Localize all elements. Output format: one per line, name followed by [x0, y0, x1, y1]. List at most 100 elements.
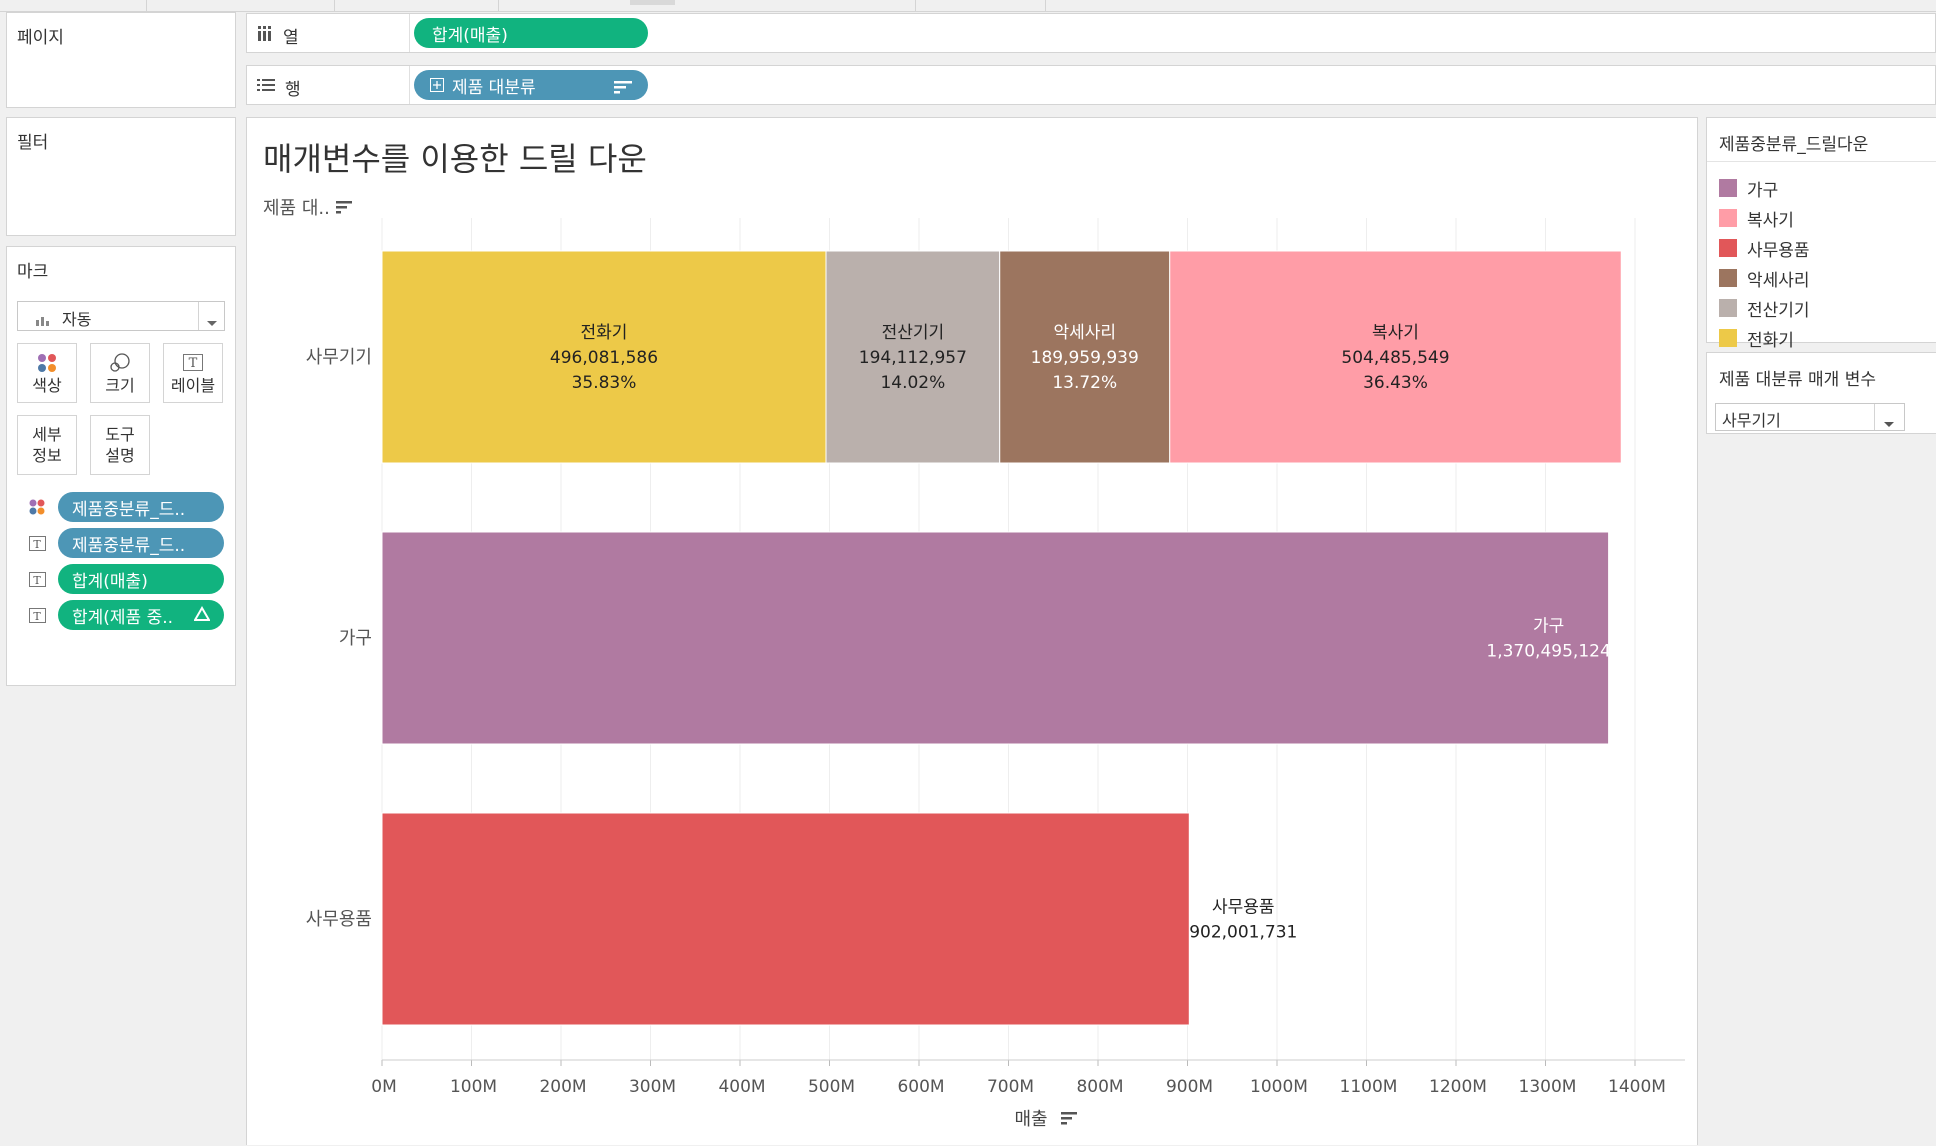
- mark-pill-row: T 제품중분류_드..: [27, 528, 224, 558]
- text-label-icon: T: [27, 569, 47, 589]
- bar-segment: [381, 250, 827, 464]
- sort-desc-icon: [1061, 1117, 1072, 1120]
- legend-label: 사무용품: [1747, 240, 1810, 261]
- legend-item[interactable]: 가구: [1719, 176, 1779, 201]
- x-tick-label: 0M: [371, 1077, 396, 1097]
- legend-swatch: [1719, 239, 1737, 257]
- row-header[interactable]: 제품 대..: [263, 194, 352, 220]
- expand-plus-icon[interactable]: [430, 78, 444, 92]
- legend-swatch: [1719, 209, 1737, 227]
- label-button[interactable]: T 레이블: [163, 343, 223, 403]
- sheet-title: 매개변수를 이용한 드릴 다운: [263, 140, 647, 178]
- rows-shelf[interactable]: 행 제품 대분류: [246, 65, 1936, 105]
- shelf-divider: [409, 14, 410, 52]
- pages-panel[interactable]: 페이지: [6, 12, 236, 108]
- mark-pill-row: T 합계(제품 중..: [27, 600, 224, 630]
- x-tick-label: 1200M: [1429, 1077, 1487, 1097]
- mark-pill-sum-sales[interactable]: 합계(매출): [58, 564, 224, 594]
- x-tick-label: 1100M: [1340, 1077, 1398, 1097]
- columns-shelf[interactable]: 열 합계(매출): [246, 13, 1936, 53]
- legend-label: 전산기기: [1747, 300, 1810, 321]
- size-button[interactable]: 크기: [90, 343, 150, 403]
- mark-type-value: 자동: [62, 310, 92, 329]
- bar-segment: [1169, 250, 1622, 464]
- top-strip-divider: [334, 0, 335, 11]
- bar-data-label: 사무용품: [1212, 898, 1275, 918]
- legend-item[interactable]: 전산기기: [1719, 296, 1810, 321]
- chevron-down-icon[interactable]: [206, 313, 218, 332]
- bar-data-label: 13.72%: [1052, 373, 1117, 393]
- rows-shelf-text: 행: [285, 80, 301, 100]
- text-label-icon: T: [27, 533, 47, 553]
- legend-label: 가구: [1747, 180, 1779, 201]
- tooltip-button[interactable]: 도구 설명: [90, 415, 150, 475]
- x-tick-label: 100M: [450, 1077, 497, 1097]
- color-dots-icon: [27, 497, 47, 517]
- mark-pill-sum-percent[interactable]: 합계(제품 중..: [58, 600, 224, 630]
- legend-swatch: [1719, 269, 1737, 287]
- x-tick-label: 300M: [629, 1077, 676, 1097]
- top-strip: [0, 0, 1936, 12]
- pages-panel-title: 페이지: [17, 28, 64, 48]
- parameter-value: 사무기기: [1722, 411, 1781, 430]
- color-dots-icon: [36, 351, 58, 375]
- row-header-label: 제품 대..: [263, 198, 330, 219]
- label-button-label: 레이블: [170, 375, 216, 395]
- x-axis-title: 매출: [1014, 1109, 1047, 1130]
- bar-data-label: 36.43%: [1363, 373, 1428, 393]
- legend-title: 제품중분류_드릴다운: [1719, 135, 1869, 155]
- sort-desc-icon[interactable]: [614, 79, 632, 99]
- x-tick-label: 1400M: [1608, 1077, 1666, 1097]
- rows-pill-category[interactable]: 제품 대분류: [414, 70, 648, 100]
- bar-data-label: 504,485,549: [1341, 348, 1449, 368]
- detail-button-label: 세부 정보: [32, 425, 62, 465]
- x-tick-label: 1000M: [1250, 1077, 1308, 1097]
- bar-segment: [381, 812, 1190, 1026]
- top-strip-divider: [498, 0, 499, 11]
- top-strip-divider: [915, 0, 916, 11]
- filters-panel[interactable]: 필터: [6, 117, 236, 236]
- columns-shelf-text: 열: [283, 28, 299, 48]
- columns-pill-sum-sales[interactable]: 합계(매출): [414, 18, 648, 48]
- legend-item[interactable]: 악세사리: [1719, 266, 1810, 291]
- marks-panel-title: 마크: [17, 262, 49, 282]
- legend-item[interactable]: 복사기: [1719, 206, 1794, 231]
- columns-shelf-label: 열: [257, 23, 299, 48]
- legend-title-divider: [1707, 161, 1936, 162]
- color-button[interactable]: 색상: [17, 343, 77, 403]
- mark-pill-sum-percent-label: 합계(제품 중..: [72, 607, 174, 628]
- text-label-icon: T: [183, 351, 203, 375]
- bar-data-label: 194,112,957: [859, 348, 967, 368]
- bar-data-label: 전산기기: [882, 323, 945, 343]
- x-tick-label: 700M: [987, 1077, 1034, 1097]
- detail-button[interactable]: 세부 정보: [17, 415, 77, 475]
- legend-item[interactable]: 사무용품: [1719, 236, 1810, 261]
- legend-swatch: [1719, 179, 1737, 197]
- parameter-title: 제품 대분류 매개 변수: [1719, 370, 1876, 390]
- bar-data-label: 902,001,731: [1189, 923, 1297, 943]
- row-category-label: 가구: [339, 628, 372, 649]
- dropdown-divider: [198, 302, 199, 330]
- mark-pill-row: 제품중분류_드..: [27, 492, 224, 522]
- sort-desc-icon: [1061, 1112, 1077, 1115]
- chart-view: 매개변수를 이용한 드릴 다운 제품 대.. 0M 100M 200M 300M 400…: [246, 117, 1698, 1145]
- legend-item[interactable]: 전화기: [1719, 326, 1794, 351]
- mark-pill-row: T 합계(매출): [27, 564, 224, 594]
- top-strip-highlight: [630, 0, 675, 5]
- parameter-control: 제품 대분류 매개 변수 사무기기: [1706, 352, 1936, 434]
- sort-desc-icon: [1061, 1122, 1067, 1125]
- mark-pill-label-field[interactable]: 제품중분류_드..: [58, 528, 224, 558]
- mark-type-dropdown[interactable]: 자동: [17, 301, 225, 331]
- delta-icon: [193, 606, 211, 627]
- mark-pill-color-field[interactable]: 제품중분류_드..: [58, 492, 224, 522]
- legend-label: 복사기: [1747, 210, 1794, 231]
- bar-data-label: 14.02%: [880, 373, 945, 393]
- bar-segment: [999, 250, 1171, 464]
- bar-chart-icon: [36, 311, 50, 330]
- chevron-down-icon[interactable]: [1883, 414, 1895, 433]
- color-button-label: 색상: [32, 375, 62, 395]
- sort-desc-icon[interactable]: [335, 200, 352, 214]
- marks-panel: 마크 자동 색상 크기 T 레이블 세부 정보 도구 설명 제품중분류_드: [6, 246, 236, 686]
- rows-icon: [257, 77, 275, 98]
- parameter-dropdown[interactable]: 사무기기: [1715, 403, 1905, 431]
